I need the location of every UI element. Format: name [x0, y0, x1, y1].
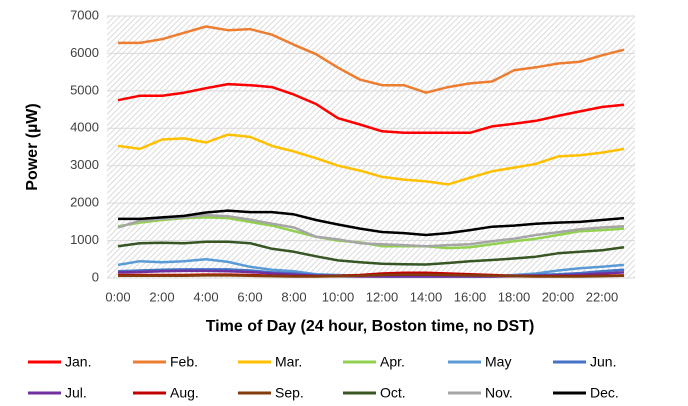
series-line [118, 209, 625, 237]
y-tick-label: 1000 [70, 232, 99, 247]
legend-label: Oct. [380, 385, 406, 401]
x-tick-label: 12:00 [366, 289, 399, 304]
x-tick-label: 2:00 [149, 289, 174, 304]
x-tick-label: 0:00 [105, 289, 130, 304]
y-tick-label: 3000 [70, 157, 99, 172]
series-line [118, 25, 625, 94]
legend-label: Dec. [590, 385, 619, 401]
plot-area [107, 16, 635, 278]
series-line [117, 82, 625, 135]
legend-label: Jan. [65, 354, 91, 370]
series-line [117, 133, 625, 186]
y-tick-label: 2000 [70, 195, 99, 210]
y-tick-label: 0 [92, 269, 99, 284]
x-tick-label: 18:00 [498, 289, 531, 304]
legend-label: Feb. [170, 354, 198, 370]
series-line [117, 240, 625, 266]
legend-label: Jun. [590, 354, 616, 370]
y-tick-label: 6000 [70, 45, 99, 60]
x-tick-label: 4:00 [193, 289, 218, 304]
legend-label: Sep. [275, 385, 304, 401]
legend-label: Apr. [380, 354, 405, 370]
x-tick-label: 16:00 [454, 289, 487, 304]
y-tick-label: 4000 [70, 120, 99, 135]
x-tick-label: 22:00 [586, 289, 619, 304]
x-tick-label: 8:00 [281, 289, 306, 304]
y-tick-label: 7000 [70, 7, 99, 22]
x-tick-label: 6:00 [237, 289, 262, 304]
series-line [117, 213, 625, 248]
x-tick-label: 14:00 [410, 289, 443, 304]
series-line [118, 273, 625, 278]
legend-label: May [485, 354, 511, 370]
legend-label: Mar. [275, 354, 302, 370]
x-tick-label: 20:00 [542, 289, 575, 304]
y-tick-label: 5000 [70, 82, 99, 97]
legend-label: Nov. [485, 385, 513, 401]
x-tick-label: 10:00 [322, 289, 355, 304]
x-axis-title: Time of Day (24 hour, Boston time, no DS… [206, 318, 535, 335]
legend-label: Aug. [170, 385, 199, 401]
y-axis-title: Power (µW) [24, 103, 41, 190]
legend-label: Jul. [65, 385, 87, 401]
